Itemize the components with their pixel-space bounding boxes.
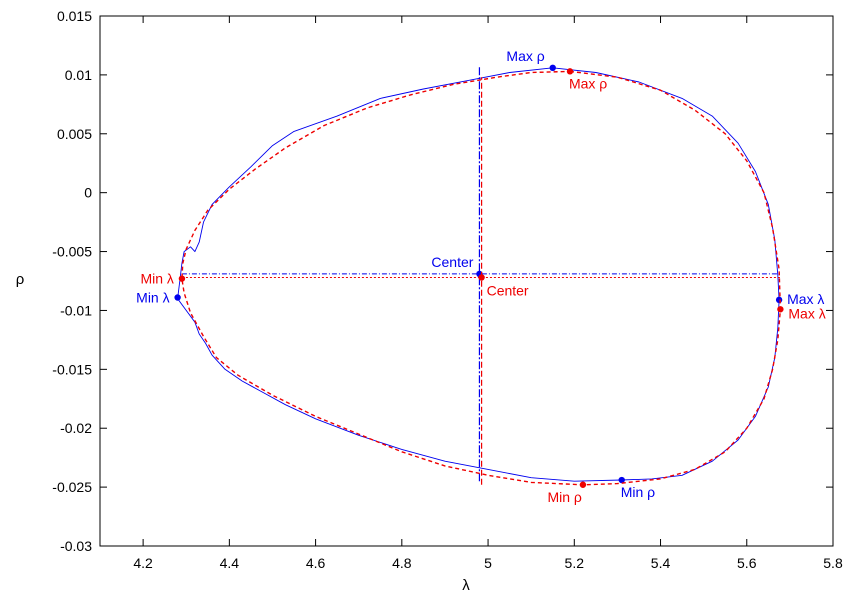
y-tick-label: -0.005 — [52, 244, 92, 260]
x-tick-label: 4.4 — [220, 555, 240, 571]
series-2-label-max-lambda: Max λ — [788, 305, 825, 321]
x-axis-ticks: 4.2 4.4 4.6 4.8 5 5.2 5.4 5.6 5.8 — [133, 16, 843, 571]
series-2-label-min-lambda: Min λ — [140, 271, 173, 287]
series-1-label-max-lambda: Max λ — [787, 291, 824, 307]
plot-area — [99, 15, 834, 547]
series-2-marker-min-rho — [579, 481, 587, 488]
x-tick-label: 5.2 — [565, 555, 585, 571]
x-tick-label: 5.8 — [823, 555, 843, 571]
series-2-marker-max-rho — [566, 68, 574, 75]
series-1-outline — [177, 67, 780, 482]
series-1-label-min-lambda: Min λ — [136, 289, 169, 305]
x-tick-label: 5.4 — [651, 555, 671, 571]
series-1-marker-min-lambda — [174, 294, 181, 301]
x-tick-label: 5 — [484, 555, 492, 571]
y-tick-label: 0.01 — [65, 67, 92, 83]
series-2-label-center: Center — [487, 282, 529, 298]
series-1-label-center: Center — [431, 254, 473, 270]
series-2-marker-max-lambda — [777, 306, 784, 313]
series-1: Max ρ Min ρ Max λ Min λ Center — [136, 48, 824, 500]
plot-frame — [99, 15, 834, 547]
y-tick-label: -0.02 — [60, 420, 92, 436]
y-tick-label: -0.01 — [60, 302, 92, 318]
y-tick-label: 0 — [84, 185, 92, 201]
series-2-label-min-rho: Min ρ — [547, 489, 581, 505]
x-tick-label: 4.6 — [306, 555, 326, 571]
y-axis-label: ρ — [16, 271, 25, 288]
x-tick-label: 5.6 — [737, 555, 757, 571]
y-tick-label: -0.03 — [60, 538, 92, 554]
series-2-label-max-rho: Max ρ — [569, 75, 607, 91]
series-2-outline — [181, 70, 782, 486]
x-tick-label: 4.2 — [133, 555, 153, 571]
series-2-marker-center — [478, 274, 485, 281]
y-tick-label: -0.025 — [52, 479, 92, 495]
series-2: Max ρ Min ρ Max λ Min λ Center — [140, 68, 826, 505]
series-1-marker-max-lambda — [775, 296, 783, 304]
y-tick-label: 0.015 — [57, 8, 92, 24]
series-1-marker-max-rho — [549, 64, 556, 72]
series-1-label-max-rho: Max ρ — [506, 48, 544, 64]
series-1-marker-min-rho — [618, 476, 625, 484]
y-tick-label: -0.015 — [52, 361, 92, 377]
x-axis-label: λ — [462, 577, 470, 594]
series-1-label-min-rho: Min ρ — [621, 484, 655, 500]
x-tick-label: 4.8 — [392, 555, 412, 571]
series-2-marker-min-lambda — [178, 275, 186, 282]
y-axis-ticks: 0.015 0.01 0.005 0 -0.005 -0.01 -0.015 -0.02 -0.… — [52, 8, 833, 554]
y-tick-label: 0.005 — [57, 126, 92, 142]
